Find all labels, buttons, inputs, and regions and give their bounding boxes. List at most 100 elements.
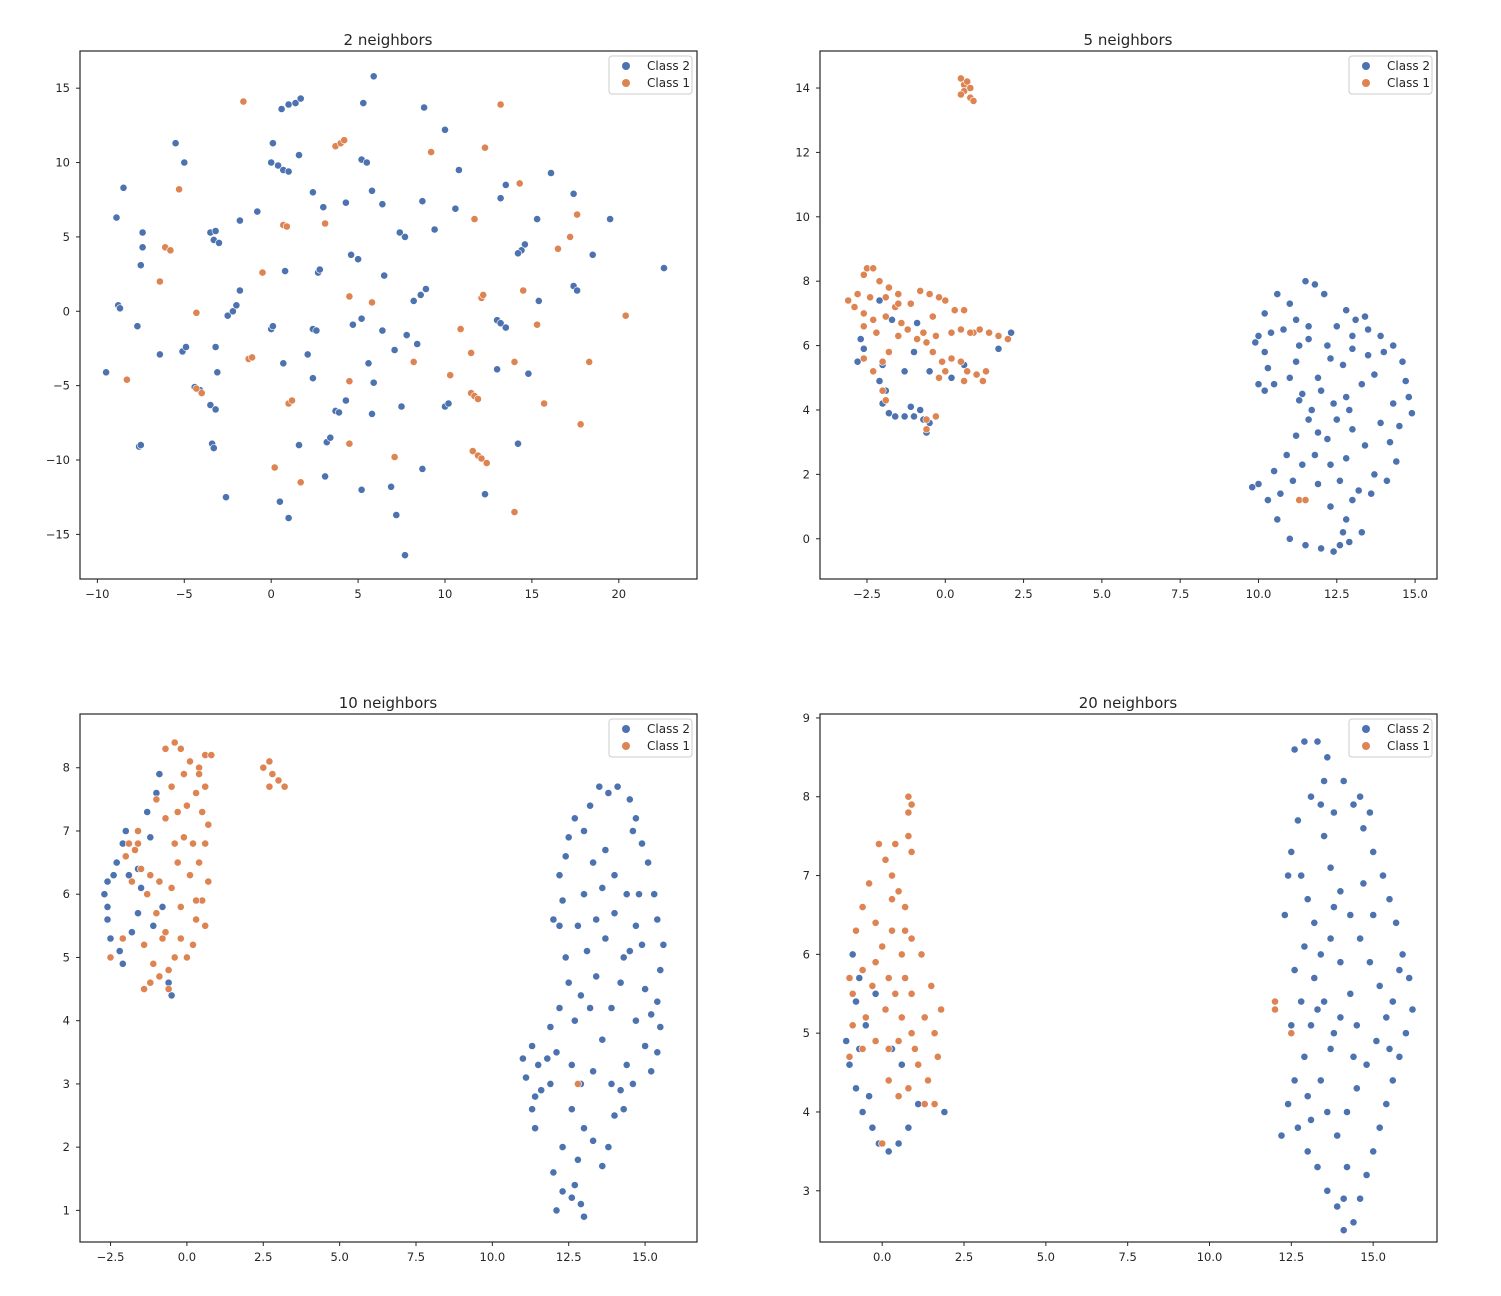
point-class-2 (281, 267, 289, 275)
point-class-2 (659, 940, 668, 949)
point-class-1 (963, 77, 972, 86)
point-class-2 (534, 1061, 543, 1069)
point-class-1 (911, 1045, 919, 1053)
point-class-2 (1254, 331, 1263, 340)
point-class-2 (580, 890, 588, 899)
x-tick-label: 7.5 (1119, 1250, 1137, 1264)
point-class-1 (118, 934, 127, 943)
point-class-1 (131, 846, 139, 854)
x-tick-label: 15 (525, 587, 540, 601)
point-class-2 (601, 846, 610, 854)
point-class-2 (1292, 357, 1300, 366)
point-class-2 (211, 343, 220, 351)
panel-20-neighbors: 20 neighbors 0.0 2.5 5.0 7.5 10.0 12.5 15.0 3 4 5… (803, 694, 1438, 1264)
point-class-1 (467, 348, 475, 357)
point-class-1 (152, 795, 161, 804)
point-class-2 (888, 315, 896, 324)
point-class-2 (632, 814, 640, 823)
y-tick-label: −10 (46, 453, 70, 467)
point-class-2 (357, 485, 366, 494)
point-class-2 (1336, 541, 1344, 550)
point-class-2 (1313, 737, 1322, 746)
point-class-2 (514, 439, 522, 448)
point-class-2 (589, 858, 597, 867)
point-class-2 (644, 858, 652, 867)
y-tick-label: 5 (63, 230, 70, 244)
point-class-2 (1307, 406, 1316, 414)
point-class-2 (1292, 431, 1300, 440)
point-class-1 (479, 290, 488, 299)
point-class-1 (192, 896, 200, 905)
point-class-2 (1290, 745, 1299, 754)
point-class-1 (878, 386, 887, 395)
point-class-2 (138, 228, 147, 237)
point-class-2 (647, 1010, 656, 1019)
point-class-1 (930, 1029, 939, 1038)
point-class-1 (189, 940, 197, 949)
point-class-2 (295, 151, 303, 159)
point-class-2 (1330, 808, 1338, 817)
point-class-2 (1333, 1202, 1342, 1211)
point-class-1 (201, 782, 210, 791)
point-class-2 (528, 1105, 536, 1114)
point-class-1 (922, 415, 931, 424)
point-class-2 (660, 264, 668, 272)
point-class-1 (881, 855, 890, 864)
point-class-2 (1284, 871, 1292, 880)
point-class-2 (598, 1162, 607, 1170)
point-class-1 (845, 1052, 854, 1061)
point-class-2 (228, 307, 237, 316)
point-class-2 (315, 265, 324, 274)
point-class-1 (938, 357, 946, 366)
point-class-2 (897, 1060, 906, 1069)
legend-marker-class-2 (1362, 62, 1370, 70)
point-class-1 (259, 763, 268, 772)
point-class-1 (173, 808, 182, 816)
point-class-2 (1320, 832, 1328, 840)
point-class-1 (920, 1100, 929, 1108)
plot-frame (79, 713, 698, 1243)
point-class-2 (380, 271, 389, 280)
point-class-2 (362, 158, 371, 167)
point-class-2 (1310, 918, 1319, 927)
point-class-2 (1329, 399, 1338, 408)
point-class-2 (1290, 1076, 1299, 1085)
x-tick-label: 12.5 (1324, 587, 1350, 601)
point-class-1 (966, 84, 975, 92)
point-class-1 (468, 447, 477, 455)
point-class-1 (957, 325, 965, 334)
x-tick-label: 15.0 (1402, 587, 1428, 601)
point-class-1 (975, 325, 984, 334)
point-class-2 (1323, 1108, 1332, 1116)
point-class-2 (604, 1143, 613, 1151)
point-class-2 (1356, 792, 1364, 801)
point-class-1 (884, 1076, 893, 1085)
point-class-1 (170, 953, 179, 962)
point-class-1 (885, 283, 893, 292)
point-class-1 (897, 950, 906, 959)
point-class-1 (907, 934, 916, 943)
point-class-1 (869, 315, 878, 324)
point-class-2 (1382, 1013, 1391, 1022)
point-class-1 (897, 1013, 906, 1022)
point-class-2 (653, 1048, 662, 1057)
point-class-2 (441, 125, 449, 134)
point-class-2 (1287, 1021, 1296, 1030)
point-class-2 (213, 368, 222, 377)
point-class-2 (1285, 534, 1294, 543)
point-class-1 (903, 325, 912, 334)
point-class-1 (904, 792, 913, 801)
legend-marker-class-1 (622, 79, 630, 87)
point-class-2 (319, 203, 328, 212)
point-class-2 (1307, 1116, 1315, 1124)
point-class-1 (192, 789, 200, 797)
point-class-2 (501, 323, 510, 332)
x-tick-label: 10 (438, 587, 453, 601)
point-class-1 (848, 1021, 857, 1030)
point-class-2 (853, 357, 862, 366)
point-class-2 (341, 396, 350, 405)
point-class-2 (1295, 341, 1304, 350)
point-class-2 (1408, 1005, 1417, 1014)
point-class-2 (606, 215, 614, 223)
point-class-2 (1408, 409, 1416, 418)
